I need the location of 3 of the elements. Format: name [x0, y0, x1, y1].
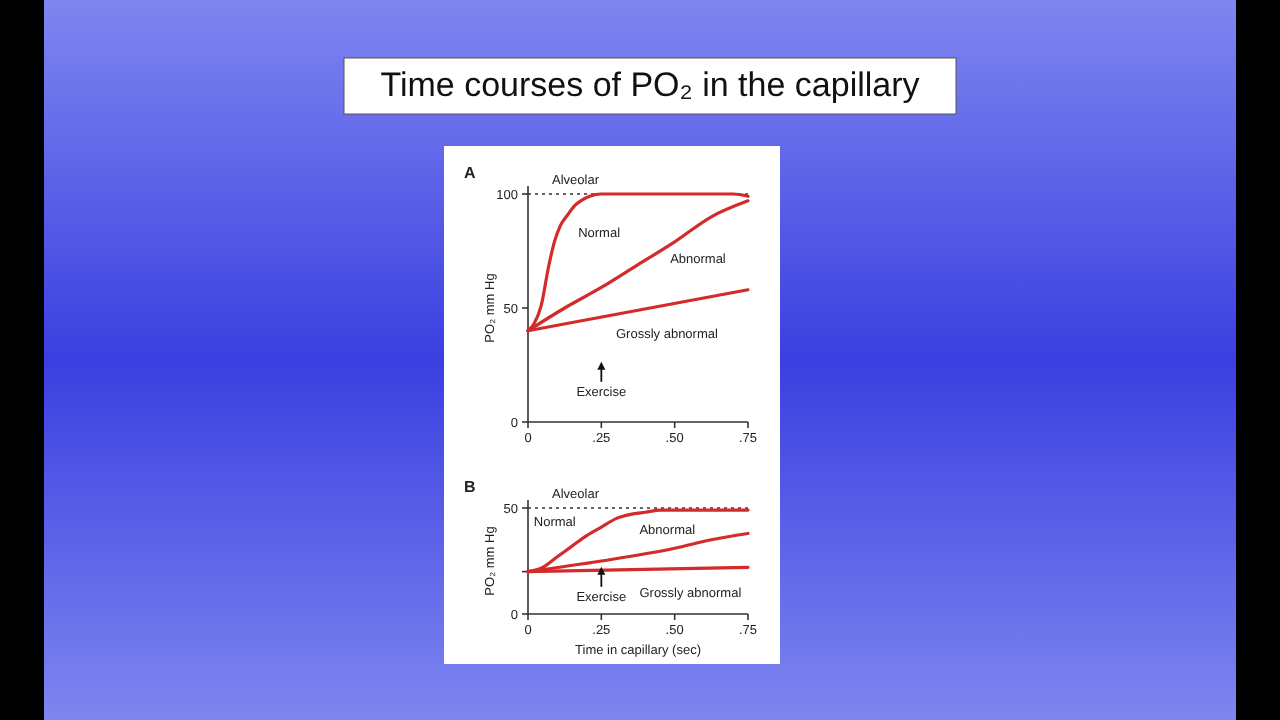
chart-subtitle: A	[464, 164, 476, 182]
chart-subtitle: B	[464, 478, 476, 496]
chart-title: Time courses of PO₂ in the capillary	[380, 66, 921, 104]
